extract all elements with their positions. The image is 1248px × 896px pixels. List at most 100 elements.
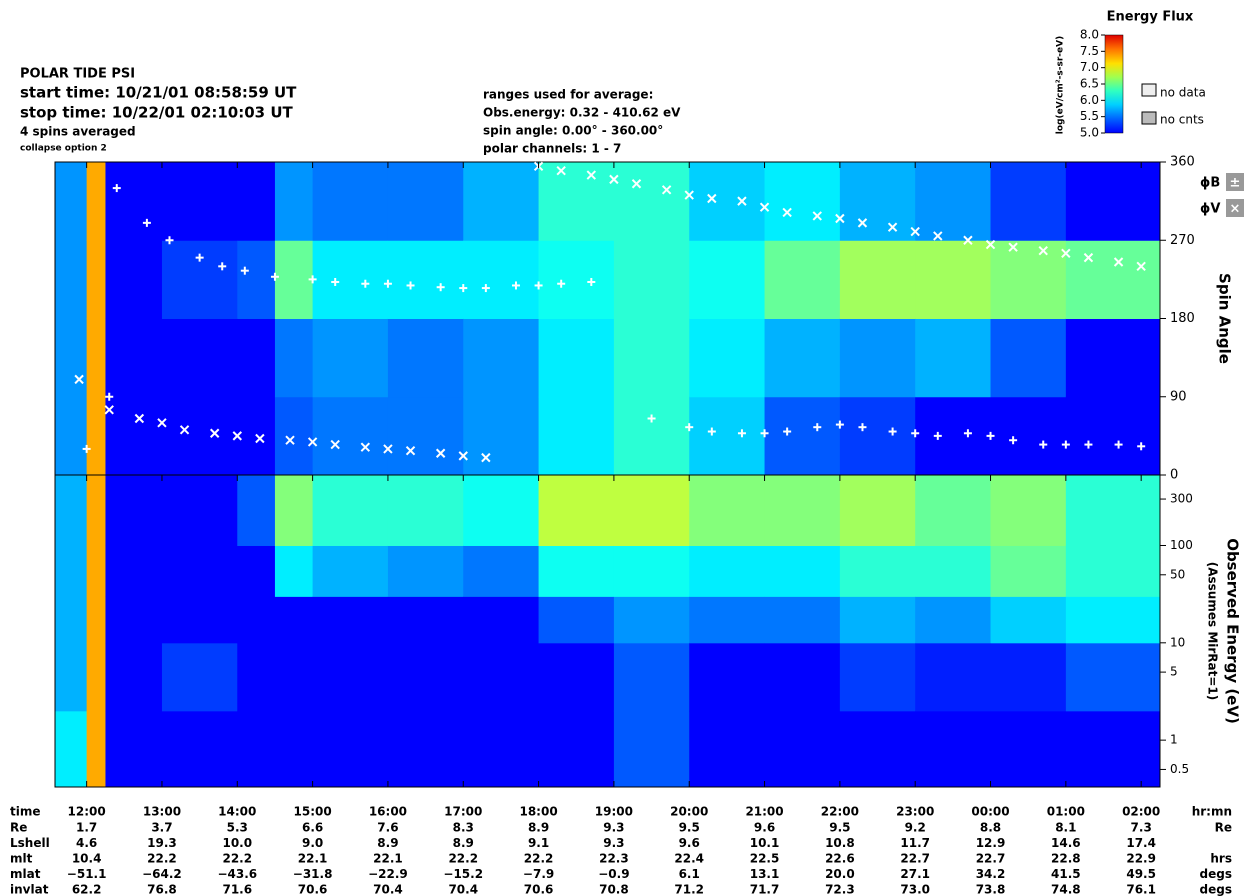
marker: [911, 429, 920, 438]
colorbar-tick-label: 8.0: [1080, 28, 1099, 42]
marker: [963, 235, 973, 245]
marker-stroke: [134, 413, 145, 424]
heat-cell: [839, 545, 916, 597]
heat-cell: [312, 642, 389, 712]
stop-time: stop time: 10/22/01 02:10:03 UT: [20, 104, 294, 122]
marker: [1038, 245, 1048, 256]
marker-stroke: [586, 170, 597, 180]
heat-cell: [105, 240, 163, 319]
marker-stroke: [383, 444, 393, 454]
heat-cell: [1065, 396, 1161, 476]
marker: [285, 435, 295, 445]
marker: [82, 444, 91, 453]
heat-cell: [274, 162, 314, 241]
ephem-value: 49.5: [1126, 867, 1156, 881]
heat-cell: [237, 240, 276, 319]
marker: [232, 431, 242, 441]
heat-cell: [237, 642, 276, 712]
y-tick-label: 5: [1170, 665, 1178, 679]
ephem-value: 11.7: [900, 836, 930, 850]
marker: [707, 193, 717, 204]
marker-stroke: [405, 445, 416, 456]
heat-cell: [463, 240, 540, 319]
ephem-value: 3.7: [151, 821, 172, 835]
marker: [458, 451, 468, 461]
marker-stroke: [307, 437, 318, 447]
ephem-value: 76.1: [1126, 883, 1156, 896]
marker: [586, 170, 597, 180]
marker: [406, 281, 415, 290]
ranges: polar channels: 1 - 7: [483, 142, 621, 156]
marker: [270, 272, 279, 281]
title: POLAR TIDE PSI: [20, 67, 135, 82]
ephem-value: 22.2: [448, 852, 478, 866]
marker: [835, 213, 845, 224]
colorbar-tick-label: 5.5: [1080, 109, 1099, 123]
heat-cell: [312, 710, 389, 788]
heat-cell: [274, 396, 314, 476]
ephem-value: 41.5: [1051, 867, 1081, 881]
ephem-value: −7.9: [523, 867, 554, 881]
ephem-value: 71.7: [750, 883, 780, 896]
heat-cell: [274, 545, 314, 597]
marker: [609, 174, 619, 185]
heat-cell: [764, 545, 841, 597]
heat-cell: [1065, 475, 1161, 546]
ephem-value: 22.2: [222, 852, 252, 866]
heat-cell: [764, 710, 841, 788]
ephem-value: 34.2: [976, 867, 1006, 881]
heat-cell: [86, 710, 106, 788]
panel-frame: [54, 474, 1161, 788]
marker: [330, 439, 340, 450]
heat-cell: [764, 475, 841, 546]
marker: [195, 253, 204, 262]
heat-cell: [915, 396, 992, 476]
ephem-value: 7.6: [377, 821, 398, 835]
heat-cell: [915, 642, 992, 712]
marker-stroke: [1008, 242, 1018, 252]
ephem-value: 22.6: [825, 852, 855, 866]
ephem-value: 71.6: [222, 883, 252, 896]
ephem-value: 22.2: [147, 852, 177, 866]
heat-cell: [312, 240, 389, 319]
heat-cell: [839, 596, 916, 644]
heat-cell: [86, 475, 106, 546]
heat-cell: [237, 475, 276, 546]
heat-cell: [312, 318, 389, 398]
marker-stroke: [857, 218, 868, 228]
phi-v-label: ϕV: [1200, 202, 1220, 217]
heat-cell: [689, 240, 766, 319]
heat-cell: [613, 545, 690, 597]
ephem-value: 10.0: [222, 836, 252, 850]
marker: [209, 428, 220, 438]
heat-cell: [839, 710, 916, 788]
y-axis-label-2: (Assumes MirRat=1): [1206, 562, 1220, 701]
heat-cell: [990, 710, 1067, 788]
x-tick-label: 21:00: [745, 805, 783, 819]
heat-cell: [55, 545, 88, 597]
marker-stroke: [812, 211, 822, 221]
heat-cell: [86, 642, 106, 712]
marker: [685, 423, 694, 432]
colorbar-tick-label: 7.0: [1080, 60, 1099, 74]
no-cnts-label: no cnts: [1160, 113, 1204, 127]
heat-cell: [839, 162, 916, 241]
marker: [737, 196, 747, 206]
heat-cell: [613, 162, 690, 241]
ephem-value: 72.3: [825, 883, 855, 896]
heat-cell: [387, 545, 464, 597]
y-tick-label: 0.5: [1170, 762, 1189, 776]
marker: [986, 431, 995, 440]
heat-cell: [161, 318, 238, 398]
ephem-value: −51.1: [67, 867, 107, 881]
heat-cell: [689, 545, 766, 597]
heat-cell: [689, 475, 766, 546]
marker: [481, 452, 491, 463]
ephem-value: 70.8: [599, 883, 629, 896]
phi-v-symbol: ×: [1230, 202, 1241, 217]
ephem-value: 13.1: [750, 867, 780, 881]
y-tick-label: 1: [1170, 733, 1178, 747]
heat-cell: [55, 475, 88, 546]
ephem-value: 8.1: [1055, 821, 1076, 835]
marker: [707, 427, 716, 436]
